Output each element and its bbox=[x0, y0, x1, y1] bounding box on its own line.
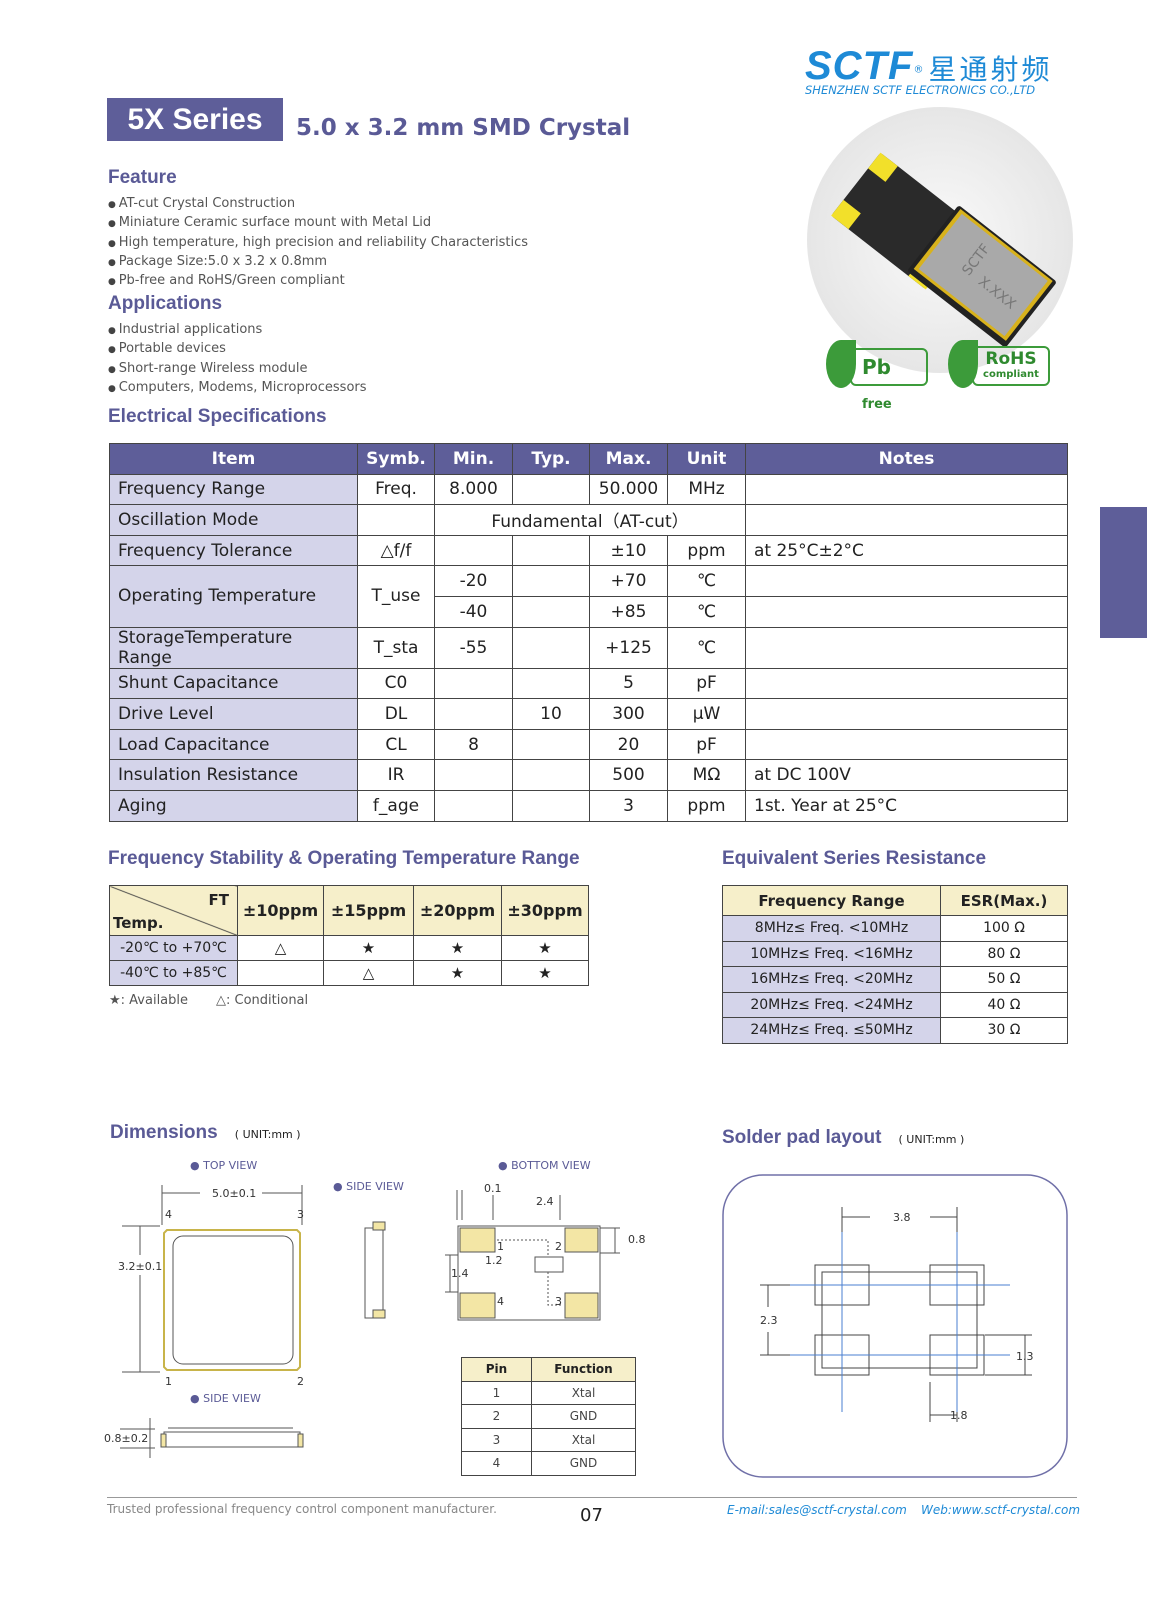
esr-table: Frequency Range ESR(Max.) 8MHz≤ Freq. <10… bbox=[722, 885, 1068, 1044]
page-subtitle: 5.0 x 3.2 mm SMD Crystal bbox=[296, 115, 631, 141]
table-row: 3 Xtal bbox=[461, 1427, 636, 1452]
company-logo: SCTF® 星通射频 SHENZHEN SCTF ELECTRONICS CO.… bbox=[805, 44, 1075, 97]
table-row: 1 Xtal bbox=[461, 1380, 636, 1405]
series-badge: 5X Series bbox=[107, 98, 283, 141]
esr-heading: Equivalent Series Resistance bbox=[722, 848, 987, 869]
footer-divider bbox=[107, 1497, 1077, 1498]
list-item: Portable devices bbox=[108, 340, 367, 359]
table-row: Shunt Capacitance C0 5 pF bbox=[109, 667, 1068, 700]
applications-list: Industrial applications Portable devices… bbox=[108, 321, 367, 398]
table-row: Load Capacitance CL 8 20 pF bbox=[109, 728, 1068, 761]
side-view-outline bbox=[364, 1221, 386, 1319]
svg-text:1: 1 bbox=[165, 1375, 172, 1388]
table-header-row: Frequency Range ESR(Max.) bbox=[722, 885, 1068, 916]
dimensions-heading: Dimensions bbox=[110, 1122, 218, 1143]
table-row: Operating Temperature T_use -20 +70 ℃ bbox=[109, 565, 1068, 628]
table-row: Insulation Resistance IR 500 MΩ at DC 100V bbox=[109, 759, 1068, 791]
bottom-view-label: ● BOTTOM VIEW bbox=[498, 1159, 591, 1172]
table-row: 10MHz≤ Freq. <16MHz 80 Ω bbox=[722, 940, 1068, 967]
svg-text:2: 2 bbox=[555, 1240, 562, 1253]
table-row: 8MHz≤ Freq. <10MHz 100 Ω bbox=[722, 915, 1068, 942]
table-header-row: Pin Function bbox=[461, 1357, 636, 1382]
table-row: 20MHz≤ Freq. <24MHz 40 Ω bbox=[722, 991, 1068, 1018]
svg-text:3.2±0.1: 3.2±0.1 bbox=[118, 1260, 162, 1273]
stability-legend: ★: Available △: Conditional bbox=[109, 993, 309, 1008]
solder-heading: Solder pad layout bbox=[722, 1127, 882, 1148]
applications-heading: Applications bbox=[108, 293, 223, 314]
list-item: Short-range Wireless module bbox=[108, 360, 367, 379]
table-row: 2 GND bbox=[461, 1404, 636, 1429]
list-item: High temperature, high precision and rel… bbox=[108, 234, 528, 253]
list-item: Computers, Modems, Microprocessors bbox=[108, 379, 367, 398]
feature-list: AT-cut Crystal Construction Miniature Ce… bbox=[108, 195, 528, 291]
list-item: Industrial applications bbox=[108, 321, 367, 340]
table-row: 24MHz≤ Freq. ≤50MHz 30 Ω bbox=[722, 1017, 1068, 1044]
side-view-2-outline bbox=[120, 1418, 304, 1458]
svg-text:1.3: 1.3 bbox=[1016, 1350, 1034, 1363]
top-view-outline bbox=[122, 1185, 303, 1373]
list-item: AT-cut Crystal Construction bbox=[108, 195, 528, 214]
svg-text:1.8: 1.8 bbox=[950, 1409, 968, 1422]
svg-text:3: 3 bbox=[297, 1208, 304, 1221]
side-view-label: ● SIDE VIEW bbox=[333, 1180, 404, 1193]
dimensions-heading-row: Dimensions ( UNIT:mm ) bbox=[110, 1122, 301, 1144]
bottom-view-outline bbox=[445, 1190, 620, 1321]
product-image: SCTF X.XXX bbox=[807, 107, 1073, 373]
footer-email[interactable]: E-mail:sales@sctf-crystal.com bbox=[727, 1503, 907, 1517]
solder-unit: ( UNIT:mm ) bbox=[898, 1133, 965, 1146]
dimensions-unit: ( UNIT:mm ) bbox=[234, 1128, 301, 1141]
stability-heading: Frequency Stability & Operating Temperat… bbox=[108, 848, 580, 869]
table-row: 16MHz≤ Freq. <20MHz 50 Ω bbox=[722, 966, 1068, 993]
table-header-row: Item Symb. Min. Typ. Max. Unit Notes bbox=[109, 443, 1068, 475]
feature-heading: Feature bbox=[108, 167, 177, 188]
logo-chinese: 星通射频 bbox=[928, 53, 1053, 86]
list-item: Pb-free and RoHS/Green compliant bbox=[108, 272, 528, 291]
table-row: Frequency Tolerance △f/f ±10 ppm at 25°C±2°C bbox=[109, 534, 1068, 567]
stability-table: FT Temp. ±10ppm ±15ppm ±20ppm ±30ppm -20℃ t… bbox=[109, 885, 589, 986]
table-row: -40℃ to +85℃ △ ★ ★ bbox=[109, 960, 589, 986]
pb-free-badge: Pb free bbox=[826, 340, 928, 412]
logo-company: SHENZHEN SCTF ELECTRONICS CO.,LTD bbox=[805, 83, 1036, 97]
table-header-row: FT Temp. ±10ppm ±15ppm ±20ppm ±30ppm bbox=[109, 885, 589, 936]
table-row: Oscillation Mode Fundamental（AT-cut） bbox=[109, 504, 1068, 536]
rohs-badge: RoHS compliant bbox=[948, 340, 1050, 388]
svg-text:5.0±0.1: 5.0±0.1 bbox=[212, 1187, 256, 1200]
svg-text:1.2: 1.2 bbox=[485, 1254, 503, 1267]
svg-text:4: 4 bbox=[165, 1208, 172, 1221]
table-row: Drive Level DL 10 300 μW bbox=[109, 698, 1068, 730]
svg-text:2.3: 2.3 bbox=[760, 1314, 778, 1327]
table-row: 4 GND bbox=[461, 1451, 636, 1476]
logo-brand: SCTF bbox=[805, 44, 914, 88]
svg-text:2.4: 2.4 bbox=[536, 1195, 554, 1208]
footer-web[interactable]: Web:www.sctf-crystal.com bbox=[921, 1503, 1081, 1517]
svg-text:3.8: 3.8 bbox=[893, 1211, 911, 1224]
table-row: -20℃ to +70℃ △ ★ ★ ★ bbox=[109, 935, 589, 961]
list-item: Package Size:5.0 x 3.2 x 0.8mm bbox=[108, 253, 528, 272]
svg-text:0.1: 0.1 bbox=[484, 1182, 502, 1195]
side-tab bbox=[1100, 507, 1147, 638]
table-row: Aging f_age 3 ppm 1st. Year at 25°C bbox=[109, 789, 1068, 822]
list-item: Miniature Ceramic surface mount with Met… bbox=[108, 214, 528, 233]
electrical-spec-table: Item Symb. Min. Typ. Max. Unit Notes Frequency… bbox=[109, 443, 1068, 822]
side-view-label: ● SIDE VIEW bbox=[190, 1392, 261, 1405]
footer-tagline: Trusted professional frequency control c… bbox=[107, 1502, 497, 1516]
svg-text:4: 4 bbox=[497, 1295, 504, 1308]
svg-text:3: 3 bbox=[555, 1295, 562, 1308]
table-row: StorageTemperature Range T_sta -55 +125 ℃ bbox=[109, 626, 1068, 669]
page-number: 07 bbox=[580, 1505, 603, 1526]
top-view-label: ● TOP VIEW bbox=[190, 1159, 257, 1172]
solder-heading-row: Solder pad layout ( UNIT:mm ) bbox=[722, 1127, 964, 1149]
svg-text:2: 2 bbox=[297, 1375, 304, 1388]
svg-text:0.8: 0.8 bbox=[628, 1233, 646, 1246]
svg-text:1: 1 bbox=[497, 1240, 504, 1253]
dimensions-drawing: ● TOP VIEW ● SIDE VIEW ● BOTTOM VIEW ● S… bbox=[104, 1159, 646, 1458]
table-row: Frequency Range Freq. 8.000 50.000 MHz bbox=[109, 473, 1068, 506]
pin-function-table: Pin Function 1 Xtal 2 GND 3 Xtal 4 GND bbox=[461, 1357, 636, 1476]
svg-text:1.4: 1.4 bbox=[451, 1267, 469, 1280]
electrical-heading: Electrical Specifications bbox=[108, 406, 327, 427]
solder-pad-drawing: 3.8 2.3 1.3 1.8 bbox=[722, 1174, 1068, 1478]
svg-text:0.8±0.2: 0.8±0.2 bbox=[104, 1432, 148, 1445]
